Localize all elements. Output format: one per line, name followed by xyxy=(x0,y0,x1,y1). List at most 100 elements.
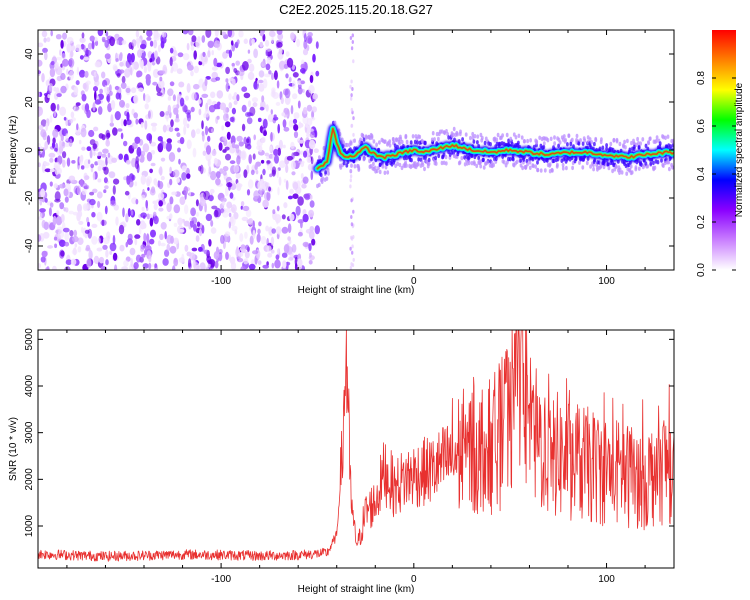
heatmap-cell xyxy=(63,116,67,121)
heatmap-cell xyxy=(213,57,218,67)
heatmap-cell xyxy=(557,143,560,148)
heatmap-cell xyxy=(252,153,256,160)
heatmap-cell xyxy=(153,39,158,49)
spectrogram-track xyxy=(313,120,674,189)
heatmap-cell xyxy=(282,260,287,269)
heatmap-cell xyxy=(68,70,74,81)
heatmap-cell xyxy=(84,233,88,239)
heatmap-cell xyxy=(444,154,448,160)
heatmap-cell xyxy=(60,85,67,94)
heatmap-cell xyxy=(521,165,524,171)
heatmap-cell xyxy=(662,163,665,168)
heatmap-cell xyxy=(502,160,506,165)
heatmap-cell xyxy=(97,159,103,166)
heatmap-cell xyxy=(526,162,529,167)
heatmap-cell xyxy=(118,69,125,74)
heatmap-cell xyxy=(66,43,72,53)
heatmap-cell xyxy=(66,157,71,167)
heatmap-cell xyxy=(205,76,211,80)
heatmap-cell xyxy=(301,183,307,189)
heatmap-cell xyxy=(543,168,547,173)
heatmap-cell xyxy=(472,139,476,144)
heatmap-cell xyxy=(98,133,104,139)
heatmap-cell xyxy=(300,150,304,155)
heatmap-cell xyxy=(386,170,390,175)
heatmap-cell xyxy=(319,172,323,178)
heatmap-cell xyxy=(289,252,294,261)
heatmap-cell xyxy=(263,130,267,137)
heatmap-cell xyxy=(96,247,103,252)
heatmap-cell xyxy=(257,228,261,235)
heatmap-cell xyxy=(262,33,266,42)
heatmap-cell xyxy=(507,138,510,143)
track-band xyxy=(316,127,674,170)
heatmap-cell xyxy=(228,221,231,229)
heatmap-cell xyxy=(581,141,585,146)
heatmap-cell xyxy=(229,192,234,199)
heatmap-cell xyxy=(229,116,235,122)
heatmap-cell xyxy=(151,125,157,132)
heatmap-cell xyxy=(489,142,492,147)
heatmap-cell xyxy=(269,145,273,153)
heatmap-cell xyxy=(149,168,154,174)
heatmap-cell xyxy=(101,153,107,158)
heatmap-cell xyxy=(178,158,181,165)
heatmap-cell xyxy=(129,247,136,256)
heatmap-cell xyxy=(141,194,146,200)
heatmap-cell xyxy=(158,181,164,190)
heatmap-cell xyxy=(53,183,58,189)
heatmap-cell xyxy=(173,204,181,214)
heatmap-cell xyxy=(225,251,229,260)
heatmap-cell xyxy=(72,247,77,256)
heatmap-cell xyxy=(62,151,67,159)
heatmap-cell xyxy=(286,57,294,68)
heatmap-cell xyxy=(352,132,355,137)
heatmap-cell xyxy=(202,150,207,156)
heatmap-cell xyxy=(160,175,165,181)
heatmap-cell xyxy=(158,200,163,207)
heatmap-cell xyxy=(381,164,385,169)
heatmap-cell xyxy=(326,168,330,173)
heatmap-cell xyxy=(482,157,485,163)
heatmap-cell xyxy=(292,118,298,124)
heatmap-cell xyxy=(48,207,52,217)
heatmap-cell xyxy=(274,154,279,164)
heatmap-cell xyxy=(294,256,298,267)
heatmap-cell xyxy=(405,139,409,145)
heatmap-cell xyxy=(79,37,86,43)
heatmap-cell xyxy=(351,87,354,91)
heatmap-cell xyxy=(140,175,146,185)
heatmap-cell xyxy=(288,78,292,83)
heatmap-cell xyxy=(50,102,56,112)
heatmap-cell xyxy=(277,186,280,196)
heatmap-cell xyxy=(668,166,671,172)
heatmap-cell xyxy=(350,123,354,128)
heatmap-cell xyxy=(94,90,97,101)
heatmap-cell xyxy=(120,132,124,140)
heatmap-cell xyxy=(597,160,601,165)
heatmap-cell xyxy=(125,241,129,248)
heatmap-cell xyxy=(268,70,272,75)
heatmap-cell xyxy=(84,175,90,181)
colorbar-label: Normalized spectral amplitude xyxy=(734,82,745,217)
heatmap-cell xyxy=(644,161,648,166)
heatmap-cell xyxy=(176,177,180,183)
heatmap-cell xyxy=(46,37,51,43)
heatmap-cell xyxy=(218,252,223,262)
heatmap-cell xyxy=(60,72,66,81)
heatmap-cell xyxy=(111,157,117,163)
heatmap-cell xyxy=(482,165,486,170)
heatmap-cell xyxy=(262,168,266,176)
heatmap-cell xyxy=(352,209,355,214)
heatmap-cell xyxy=(276,248,280,254)
heatmap-cell xyxy=(519,158,523,163)
heatmap-cell xyxy=(589,164,592,169)
heatmap-cell xyxy=(53,110,57,117)
heatmap-cell xyxy=(312,93,319,100)
heatmap-cell xyxy=(646,164,650,169)
heatmap-cell xyxy=(258,79,264,84)
heatmap-cell xyxy=(648,136,652,142)
heatmap-cell xyxy=(424,140,427,146)
heatmap-cell xyxy=(125,85,131,96)
heatmap-cell xyxy=(287,195,293,200)
